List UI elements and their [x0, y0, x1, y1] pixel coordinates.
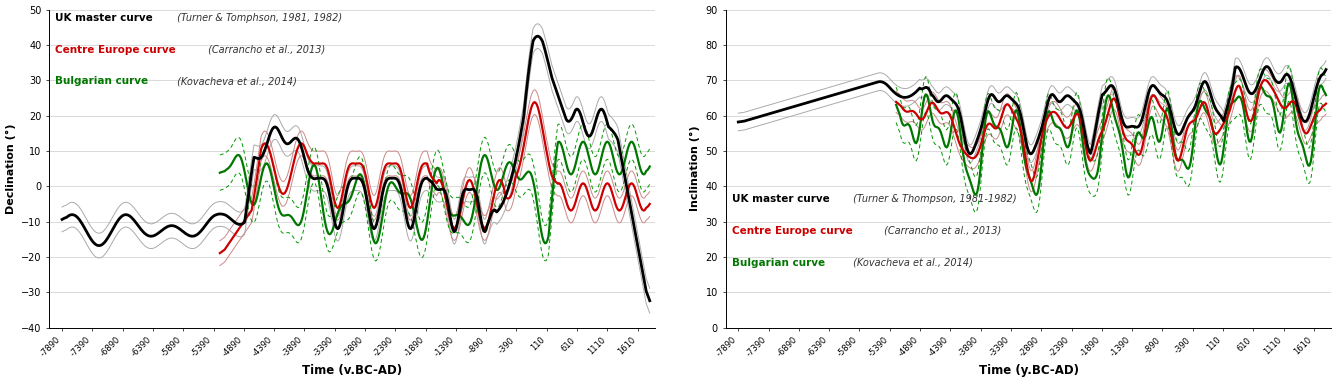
Text: Bulgarian curve: Bulgarian curve — [731, 258, 825, 268]
X-axis label: Time (y.BC-AD): Time (y.BC-AD) — [979, 365, 1079, 377]
X-axis label: Time (v.BC-AD): Time (v.BC-AD) — [302, 365, 402, 377]
Text: (Turner & Thompson, 1981-1982): (Turner & Thompson, 1981-1982) — [850, 194, 1016, 204]
Y-axis label: Inclination (°): Inclination (°) — [690, 126, 701, 211]
Text: Centre Europe curve: Centre Europe curve — [55, 44, 176, 54]
Text: UK master curve: UK master curve — [55, 13, 154, 23]
Text: Centre Europe curve: Centre Europe curve — [731, 226, 853, 236]
Text: (Carrancho et al., 2013): (Carrancho et al., 2013) — [881, 226, 1001, 236]
Text: (Turner & Tomphson, 1981, 1982): (Turner & Tomphson, 1981, 1982) — [174, 13, 342, 23]
Text: UK master curve: UK master curve — [731, 194, 829, 204]
Y-axis label: Declination (°): Declination (°) — [5, 123, 16, 214]
Text: (Carrancho et al., 2013): (Carrancho et al., 2013) — [205, 44, 325, 54]
Text: (Kovacheva et al., 2014): (Kovacheva et al., 2014) — [850, 258, 972, 268]
Text: Bulgarian curve: Bulgarian curve — [55, 76, 148, 87]
Text: (Kovacheva et al., 2014): (Kovacheva et al., 2014) — [174, 76, 297, 87]
